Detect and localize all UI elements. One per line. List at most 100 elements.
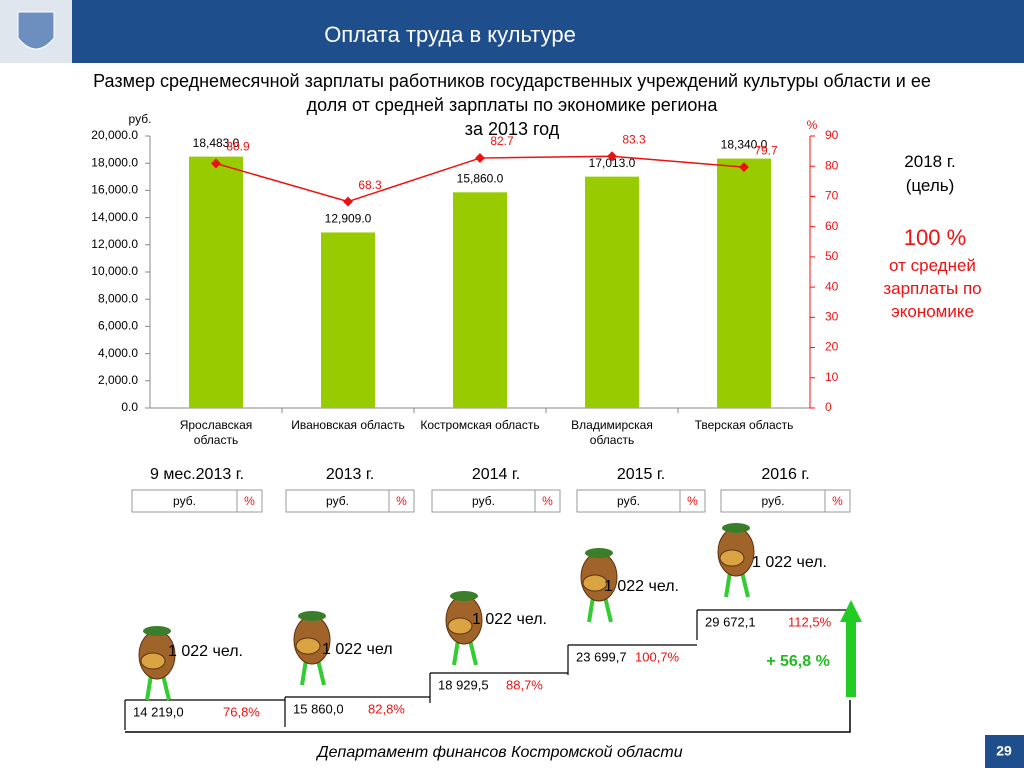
y-tick-label: 14,000.0: [91, 210, 138, 224]
y2-tick-label: 70: [825, 189, 839, 203]
line-value-label: 68.3: [358, 178, 382, 192]
figure-leg: [603, 596, 613, 623]
figure-guitar: [447, 617, 473, 635]
header-title: Оплата труда в культуре: [324, 22, 576, 47]
step: [429, 672, 568, 703]
page-number: 29: [996, 743, 1012, 759]
line-value-label: 83.3: [622, 132, 646, 146]
step: [696, 609, 850, 640]
period-pct: %: [396, 494, 407, 508]
y2-tick-label: 0: [825, 400, 832, 414]
y-tick-label: 18,000.0: [91, 155, 138, 169]
target-note: от средней: [889, 256, 976, 275]
period-pct: %: [832, 494, 843, 508]
people-count: 1 022 чел: [322, 641, 393, 658]
figure-leg: [161, 674, 171, 701]
step-amount: 14 219,0: [133, 704, 184, 719]
footer: Департамент финансов Костромской области: [315, 744, 682, 761]
line-marker: [343, 196, 353, 207]
step: [284, 696, 430, 727]
figure-leg: [300, 659, 308, 686]
line-value-label: 82.7: [490, 134, 514, 148]
people-count: 1 022 чел.: [472, 611, 547, 628]
bar-value-label: 18,340.0: [721, 138, 768, 152]
y2-tick-label: 50: [825, 249, 839, 263]
line-marker: [475, 153, 485, 164]
people-count: 1 022 чел.: [752, 554, 827, 571]
figure-hat: [298, 611, 326, 621]
bar: [321, 232, 375, 408]
period-year: 2014 г.: [472, 466, 520, 483]
y-tick-label: 10,000.0: [91, 264, 138, 278]
period-year: 2013 г.: [326, 466, 374, 483]
period-box: [720, 489, 851, 513]
y-tick-label: 2,000.0: [98, 373, 138, 387]
bar-value-label: 17,013.0: [589, 156, 636, 170]
step-amount: 29 672,1: [705, 614, 756, 629]
y-tick-label: 8,000.0: [98, 291, 138, 305]
x-tick-label: Костромская область: [420, 418, 540, 432]
period-pct: %: [687, 494, 698, 508]
y-axis-unit: руб.: [129, 112, 152, 126]
figure-leg: [468, 639, 478, 666]
step-share: 88,7%: [506, 677, 543, 692]
target-value: 100 %: [903, 225, 967, 250]
period-box: [576, 489, 706, 513]
period-box: [285, 489, 415, 513]
figure-hat: [722, 523, 750, 533]
period-rub: руб.: [762, 494, 785, 508]
y2-tick-label: 10: [825, 370, 839, 384]
x-tick-label: Владимирская область: [571, 418, 653, 447]
subtitle: доля от средней зарплаты по экономике ре…: [307, 95, 719, 115]
figure-guitar: [582, 574, 608, 592]
figure-leg: [452, 639, 460, 666]
y2-tick-label: 20: [825, 340, 839, 354]
bar-value-label: 15,860.0: [457, 171, 504, 185]
y2-tick-label: 30: [825, 310, 839, 324]
period-rub: руб.: [326, 494, 349, 508]
bar: [453, 192, 507, 408]
figure-leg: [145, 674, 153, 701]
page-box: [985, 735, 1024, 768]
bar-value-label: 18,483.0: [193, 136, 240, 150]
period-pct: %: [542, 494, 553, 508]
figure-leg: [316, 659, 326, 686]
step-share: 112,5%: [788, 614, 832, 629]
y-tick-label: 0.0: [121, 400, 138, 414]
y-tick-label: 6,000.0: [98, 319, 138, 333]
people-count: 1 022 чел.: [604, 578, 679, 595]
x-tick-label: Ивановская область: [291, 418, 405, 432]
period-year: 2015 г.: [617, 466, 665, 483]
growth-value: + 56,8 %: [766, 653, 830, 670]
period-year: 2016 г.: [761, 466, 809, 483]
y2-tick-label: 40: [825, 279, 839, 293]
line-value-label: 80.9: [226, 140, 250, 154]
staircase: [125, 700, 851, 733]
period-pct: %: [244, 494, 255, 508]
step-share: 76,8%: [223, 704, 260, 719]
y2-tick-label: 60: [825, 219, 839, 233]
figure-guitar: [295, 637, 321, 655]
period-box: [131, 489, 263, 513]
target-text: (цель): [905, 176, 955, 195]
period-rub: руб.: [617, 494, 640, 508]
step: [124, 699, 285, 730]
header-bar: [0, 0, 1024, 63]
figure-hat: [450, 591, 478, 601]
figure-hat: [585, 548, 613, 558]
period-year: 9 мес.2013 г.: [150, 466, 244, 483]
period-box: [431, 489, 561, 513]
growth-arrow: [840, 600, 862, 697]
step-share: 82,8%: [368, 701, 405, 716]
bar: [189, 156, 243, 408]
step: [567, 644, 697, 675]
step-amount: 15 860,0: [293, 701, 344, 716]
line-marker: [739, 162, 749, 173]
line-marker: [607, 151, 617, 162]
x-tick-label: Тверская область: [694, 418, 794, 432]
figure-leg: [587, 596, 595, 623]
people-count: 1 022 чел.: [168, 643, 243, 660]
target-note: экономике: [891, 302, 974, 321]
